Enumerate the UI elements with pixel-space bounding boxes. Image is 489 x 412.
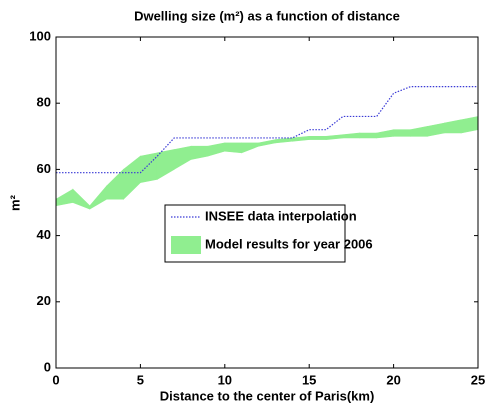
band-segment [275, 137, 293, 144]
chart-title: Dwelling size (m²) as a function of dist… [134, 8, 400, 23]
band-segment [224, 142, 242, 154]
line [56, 86, 478, 174]
y-tick-label: 20 [37, 293, 51, 308]
y-tick-label: 0 [44, 359, 51, 374]
band-segment [410, 126, 428, 137]
y-axis-label: m² [7, 194, 22, 211]
band-segment [89, 185, 107, 210]
y-tick-label: 60 [37, 161, 51, 176]
legend: INSEE data interpolation Model results fo… [164, 204, 373, 263]
band-segment [173, 145, 192, 170]
band-segment [123, 155, 141, 200]
band-segment [359, 132, 378, 139]
band-segment [292, 135, 310, 142]
band-segment [308, 136, 327, 140]
band-segment [72, 188, 91, 210]
band-segment [460, 116, 479, 134]
x-tick-label: 25 [471, 372, 485, 387]
band-segment [443, 119, 462, 134]
band-segment [55, 188, 74, 207]
x-tick-label: 10 [218, 372, 232, 387]
y-tick-label: 100 [29, 28, 51, 43]
legend-label: Model results for year 2006 [205, 236, 373, 251]
band-segment [207, 142, 226, 157]
x-tick-label: 20 [386, 372, 400, 387]
band-segment [427, 122, 445, 137]
legend-box [164, 204, 346, 263]
x-tick-label: 15 [302, 372, 316, 387]
y-tick-label: 80 [37, 95, 51, 110]
x-tick-label: 5 [137, 372, 144, 387]
x-axis-label: Distance to the center of Paris(km) [160, 388, 375, 403]
band-segment [376, 129, 394, 139]
legend-label: INSEE data interpolation [205, 208, 357, 223]
legend-swatch [171, 236, 201, 254]
band-segment [342, 132, 361, 139]
band-segment [325, 134, 344, 140]
band-segment [393, 129, 411, 137]
x-tick-label: 0 [52, 372, 59, 387]
band-segment [190, 145, 209, 160]
band-segment [106, 168, 124, 200]
band-segment [241, 142, 259, 154]
band-segment [258, 139, 276, 147]
y-tick-label: 40 [37, 227, 51, 242]
plot-frame [55, 36, 479, 369]
band-segment [140, 152, 158, 184]
